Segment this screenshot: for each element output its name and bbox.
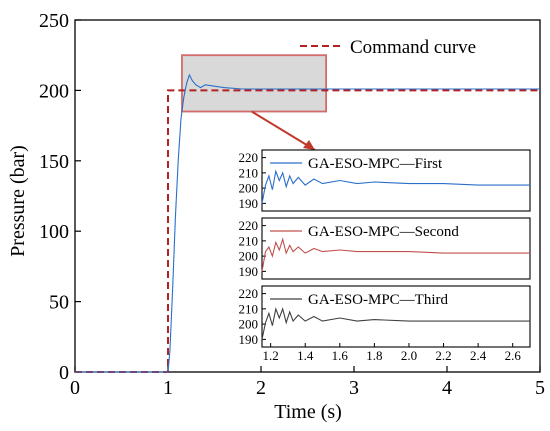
y-axis-title: Pressure (bar): [7, 145, 29, 257]
inset-y-tick-label: 210: [239, 233, 259, 248]
y-tick-label: 50: [49, 292, 69, 314]
inset-y-tick-label: 200: [239, 317, 259, 332]
zoom-highlight-box: [181, 54, 327, 113]
x-tick-label: 5: [535, 377, 545, 399]
inset-legend-label: GA-ESO-MPC—Second: [308, 224, 459, 240]
inset-x-tick-label: 2.2: [435, 348, 451, 363]
inset-y-tick-label: 190: [239, 332, 259, 347]
inset-series-line: [261, 306, 530, 340]
inset-x-tick-label: 1.6: [332, 348, 349, 363]
inset-frame: [261, 149, 531, 212]
x-tick-label: 2: [256, 377, 266, 399]
x-axis-title: Time (s): [274, 401, 342, 423]
x-tick-label: 3: [349, 377, 359, 399]
zoom-arrow-head: [303, 140, 315, 150]
inset-frame: [261, 285, 531, 348]
inset-x-tick-label: 2.4: [470, 348, 487, 363]
inset-y-tick-label: 210: [239, 301, 259, 316]
inset-x-tick-label: 1.2: [263, 348, 279, 363]
inset-series-line: [261, 169, 530, 204]
inset-y-tick-label: 220: [239, 218, 259, 233]
y-tick-label: 150: [39, 151, 69, 173]
y-tick-label: 250: [39, 10, 69, 32]
inset-y-tick-label: 190: [239, 264, 259, 279]
zoom-arrow: [251, 110, 316, 151]
x-tick-label: 4: [442, 377, 452, 399]
inset-y-tick-label: 220: [239, 150, 259, 165]
inset-legend-label: GA-ESO-MPC—First: [308, 156, 443, 172]
inset-y-tick-label: 190: [239, 196, 259, 211]
y-tick-label: 100: [39, 221, 69, 243]
inset-y-tick-label: 200: [239, 181, 259, 196]
legend-label-command: Command curve: [350, 37, 476, 58]
x-tick-label: 0: [70, 377, 80, 399]
inset-series-line: [261, 237, 530, 272]
inset-x-tick-label: 2.0: [401, 348, 417, 363]
inset-x-tick-label: 2.6: [505, 348, 522, 363]
series-response: [75, 73, 540, 373]
inset-y-tick-label: 220: [239, 286, 259, 301]
inset-y-tick-label: 210: [239, 165, 259, 180]
x-tick-label: 1: [163, 377, 173, 399]
inset-x-tick-label: 1.4: [297, 348, 314, 363]
y-tick-label: 0: [59, 362, 69, 384]
inset-frame: [261, 217, 531, 280]
plot-frame: [74, 19, 541, 373]
inset-x-tick-label: 1.8: [366, 348, 382, 363]
inset-legend-label: GA-ESO-MPC—Third: [308, 292, 449, 308]
inset-y-tick-label: 200: [239, 249, 259, 264]
y-tick-label: 200: [39, 80, 69, 102]
